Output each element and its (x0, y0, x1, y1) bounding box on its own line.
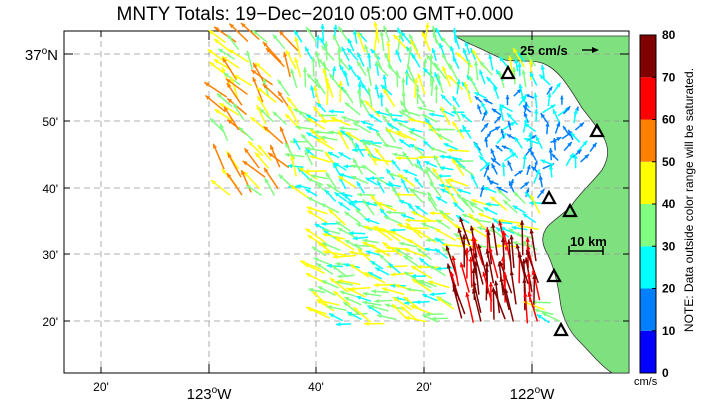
colorbar-segment (640, 330, 656, 373)
y-tick-label: 20' (42, 315, 58, 329)
colorbar (639, 34, 657, 374)
x-tick-label: 123 (187, 386, 212, 403)
colorbar-tick-label: 20 (662, 282, 676, 296)
x-tick-label: 20' (93, 380, 109, 394)
colorbar-tick-label: 30 (662, 239, 676, 253)
y-tick-label: 50' (42, 115, 58, 129)
colorbar-tick-label: 40 (662, 197, 676, 211)
colorbar-tick-label: 70 (662, 70, 676, 84)
colorbar-segment (640, 119, 656, 162)
distance-scale-label: 10 km (570, 234, 607, 249)
colorbar-tick-label: 50 (662, 155, 676, 169)
x-axis-labels: 20' 123oW 40' 20' 122oW (93, 380, 555, 403)
x-tick-label: 122 (510, 386, 535, 403)
colorbar-segment (640, 161, 656, 204)
station-marker[interactable] (562, 202, 578, 218)
y-tick-label: 30' (42, 248, 58, 262)
station-marker[interactable] (541, 189, 557, 205)
colorbar-labels: 0 10 20 30 40 50 60 70 80 (662, 28, 676, 380)
svg-text:123oW: 123oW (187, 385, 233, 403)
current-vectors (203, 21, 598, 327)
frame-ticks (64, 31, 629, 373)
station-marker[interactable] (546, 267, 562, 283)
land-mass (453, 35, 630, 374)
saturation-note: NOTE: Data outside color range will be s… (682, 67, 696, 333)
colorbar-tick-label: 80 (662, 28, 676, 42)
radar-stations (500, 64, 605, 337)
colorbar-segment (640, 288, 656, 331)
x-tick-label: 40' (308, 380, 324, 394)
y-tick-label: 37 (25, 47, 42, 64)
y-tick-label: 40' (42, 182, 58, 196)
station-marker[interactable] (589, 122, 605, 138)
distance-scale-bar (568, 246, 604, 255)
colorbar-segment (640, 35, 656, 78)
svg-text:37oN: 37oN (25, 46, 58, 64)
scale-arrow (582, 47, 599, 53)
map-title: MNTY Totals: 19−Dec−2010 05:00 GMT+0.000 (116, 4, 514, 25)
colorbar-tick-label: 60 (662, 113, 676, 127)
colorbar-unit: cm/s (634, 376, 658, 388)
scale-arrow-label: 25 cm/s (520, 43, 568, 58)
station-marker[interactable] (500, 64, 516, 80)
colorbar-segment (640, 246, 656, 289)
colorbar-tick-label: 10 (662, 324, 676, 338)
colorbar-tick-label: 0 (662, 366, 669, 380)
y-axis-labels: 37oN 50' 40' 30' 20' (25, 46, 58, 329)
x-tick-label: 20' (416, 380, 432, 394)
station-marker[interactable] (553, 321, 569, 337)
svg-text:122oW: 122oW (510, 385, 556, 403)
colorbar-segment (640, 77, 656, 120)
colorbar-segment (640, 204, 656, 247)
